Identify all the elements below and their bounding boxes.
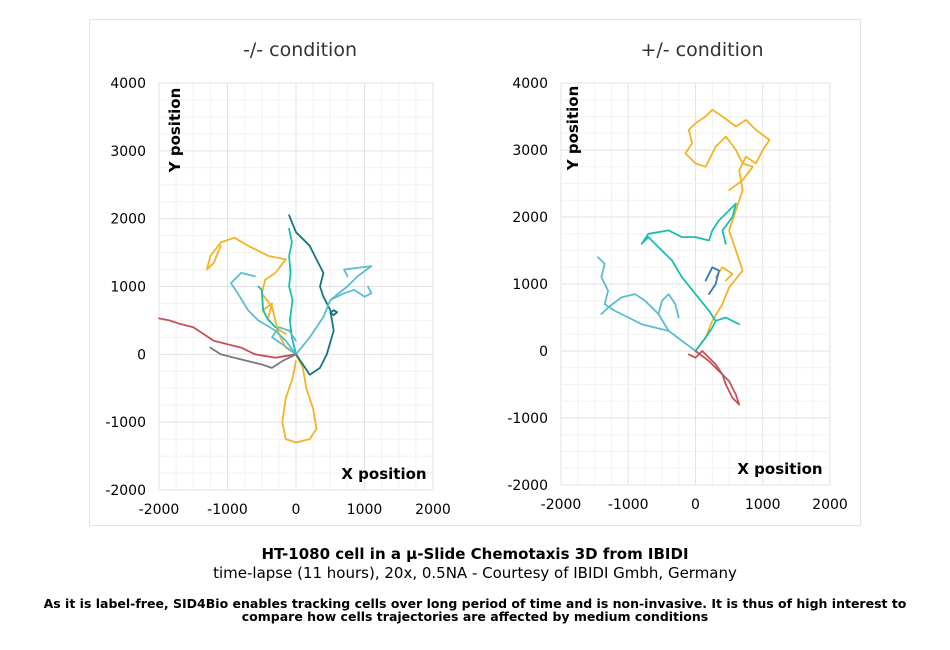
chart-2: -2000 -1000 0 1000 2000 -2000 -1000 0 1000 2000 30…: [507, 39, 848, 513]
trajectory-light_blue-8: [230, 272, 297, 356]
grid: [560, 82, 831, 486]
y-tick-label: 0: [539, 344, 548, 360]
y-tick-label: 2000: [110, 212, 146, 228]
y-tick-label: -2000: [105, 483, 146, 499]
trajectory-light_blue-11: [271, 326, 297, 356]
x-tick-label: -2000: [139, 502, 180, 518]
trajectory-gray-13: [209, 346, 297, 369]
trajectory-gold-2: [281, 353, 318, 444]
figure-panel: [89, 19, 861, 526]
x-tick-label: -1000: [608, 497, 649, 513]
y-axis-label: Y position: [166, 88, 184, 174]
grid: [158, 82, 434, 491]
x-axis-label: X position: [341, 465, 426, 483]
caption-title: HT-1080 cell in a µ-Slide Chemotaxis 3D …: [261, 545, 689, 563]
x-tick-label: 2000: [415, 502, 451, 518]
x-tick-label: 0: [292, 502, 301, 518]
x-tick-label: 1000: [347, 502, 383, 518]
chart-title: +/- condition: [640, 39, 763, 61]
x-tick-label: 1000: [745, 497, 781, 513]
x-tick-label: -1000: [207, 502, 248, 518]
trajectory-light_blue-9: [295, 285, 373, 356]
y-tick-label: 3000: [110, 144, 146, 160]
trajectory-light_blue-5: [597, 256, 697, 352]
trajectory-light_blue-10: [329, 265, 373, 301]
charts-canvas: -2000 -1000 0 1000 2000 -2000 -1000 0 1000 2000 30…: [105, 39, 848, 518]
y-tick-label: 2000: [512, 210, 548, 226]
trajectory-teal-4: [714, 316, 741, 326]
y-tick-label: -1000: [105, 415, 146, 431]
trajectory-gold-1: [684, 108, 771, 352]
y-axis-label: Y position: [564, 86, 582, 172]
trajectory-dark_teal-5: [329, 309, 338, 316]
x-axis-label: X position: [737, 460, 822, 478]
trajectory-teal-6: [288, 227, 297, 356]
y-tick-label: 4000: [512, 76, 548, 92]
y-tick-label: 4000: [110, 76, 146, 92]
trajectory-teal-7: [257, 285, 277, 329]
x-tick-label: 2000: [812, 497, 848, 513]
chart-1: -2000 -1000 0 1000 2000 -2000 -1000 0 1000 2000 30…: [105, 39, 451, 518]
chart-title: -/- condition: [243, 39, 357, 61]
trajectory-red-9: [687, 350, 741, 406]
trajectory-light_blue-7: [657, 293, 680, 319]
y-tick-label: -1000: [507, 411, 548, 427]
y-tick-label: 3000: [512, 143, 548, 159]
caption-body: As it is label-free, SID4Bio enables tra…: [43, 596, 907, 624]
trajectory-teal-3: [640, 202, 737, 352]
y-tick-label: 0: [137, 347, 146, 363]
trajectory-blue-8: [704, 266, 720, 295]
y-tick-label: 1000: [110, 280, 146, 296]
x-tick-label: -2000: [541, 497, 582, 513]
trajectory-gold-1: [206, 236, 297, 356]
caption-subtitle: time-lapse (11 hours), 20x, 0.5NA - Cour…: [213, 564, 737, 582]
y-tick-label: -2000: [507, 478, 548, 494]
trajectory-dark_teal-4: [288, 214, 335, 376]
y-tick-label: 1000: [512, 277, 548, 293]
trajectory-red-12: [158, 317, 297, 359]
x-tick-label: 0: [691, 497, 700, 513]
